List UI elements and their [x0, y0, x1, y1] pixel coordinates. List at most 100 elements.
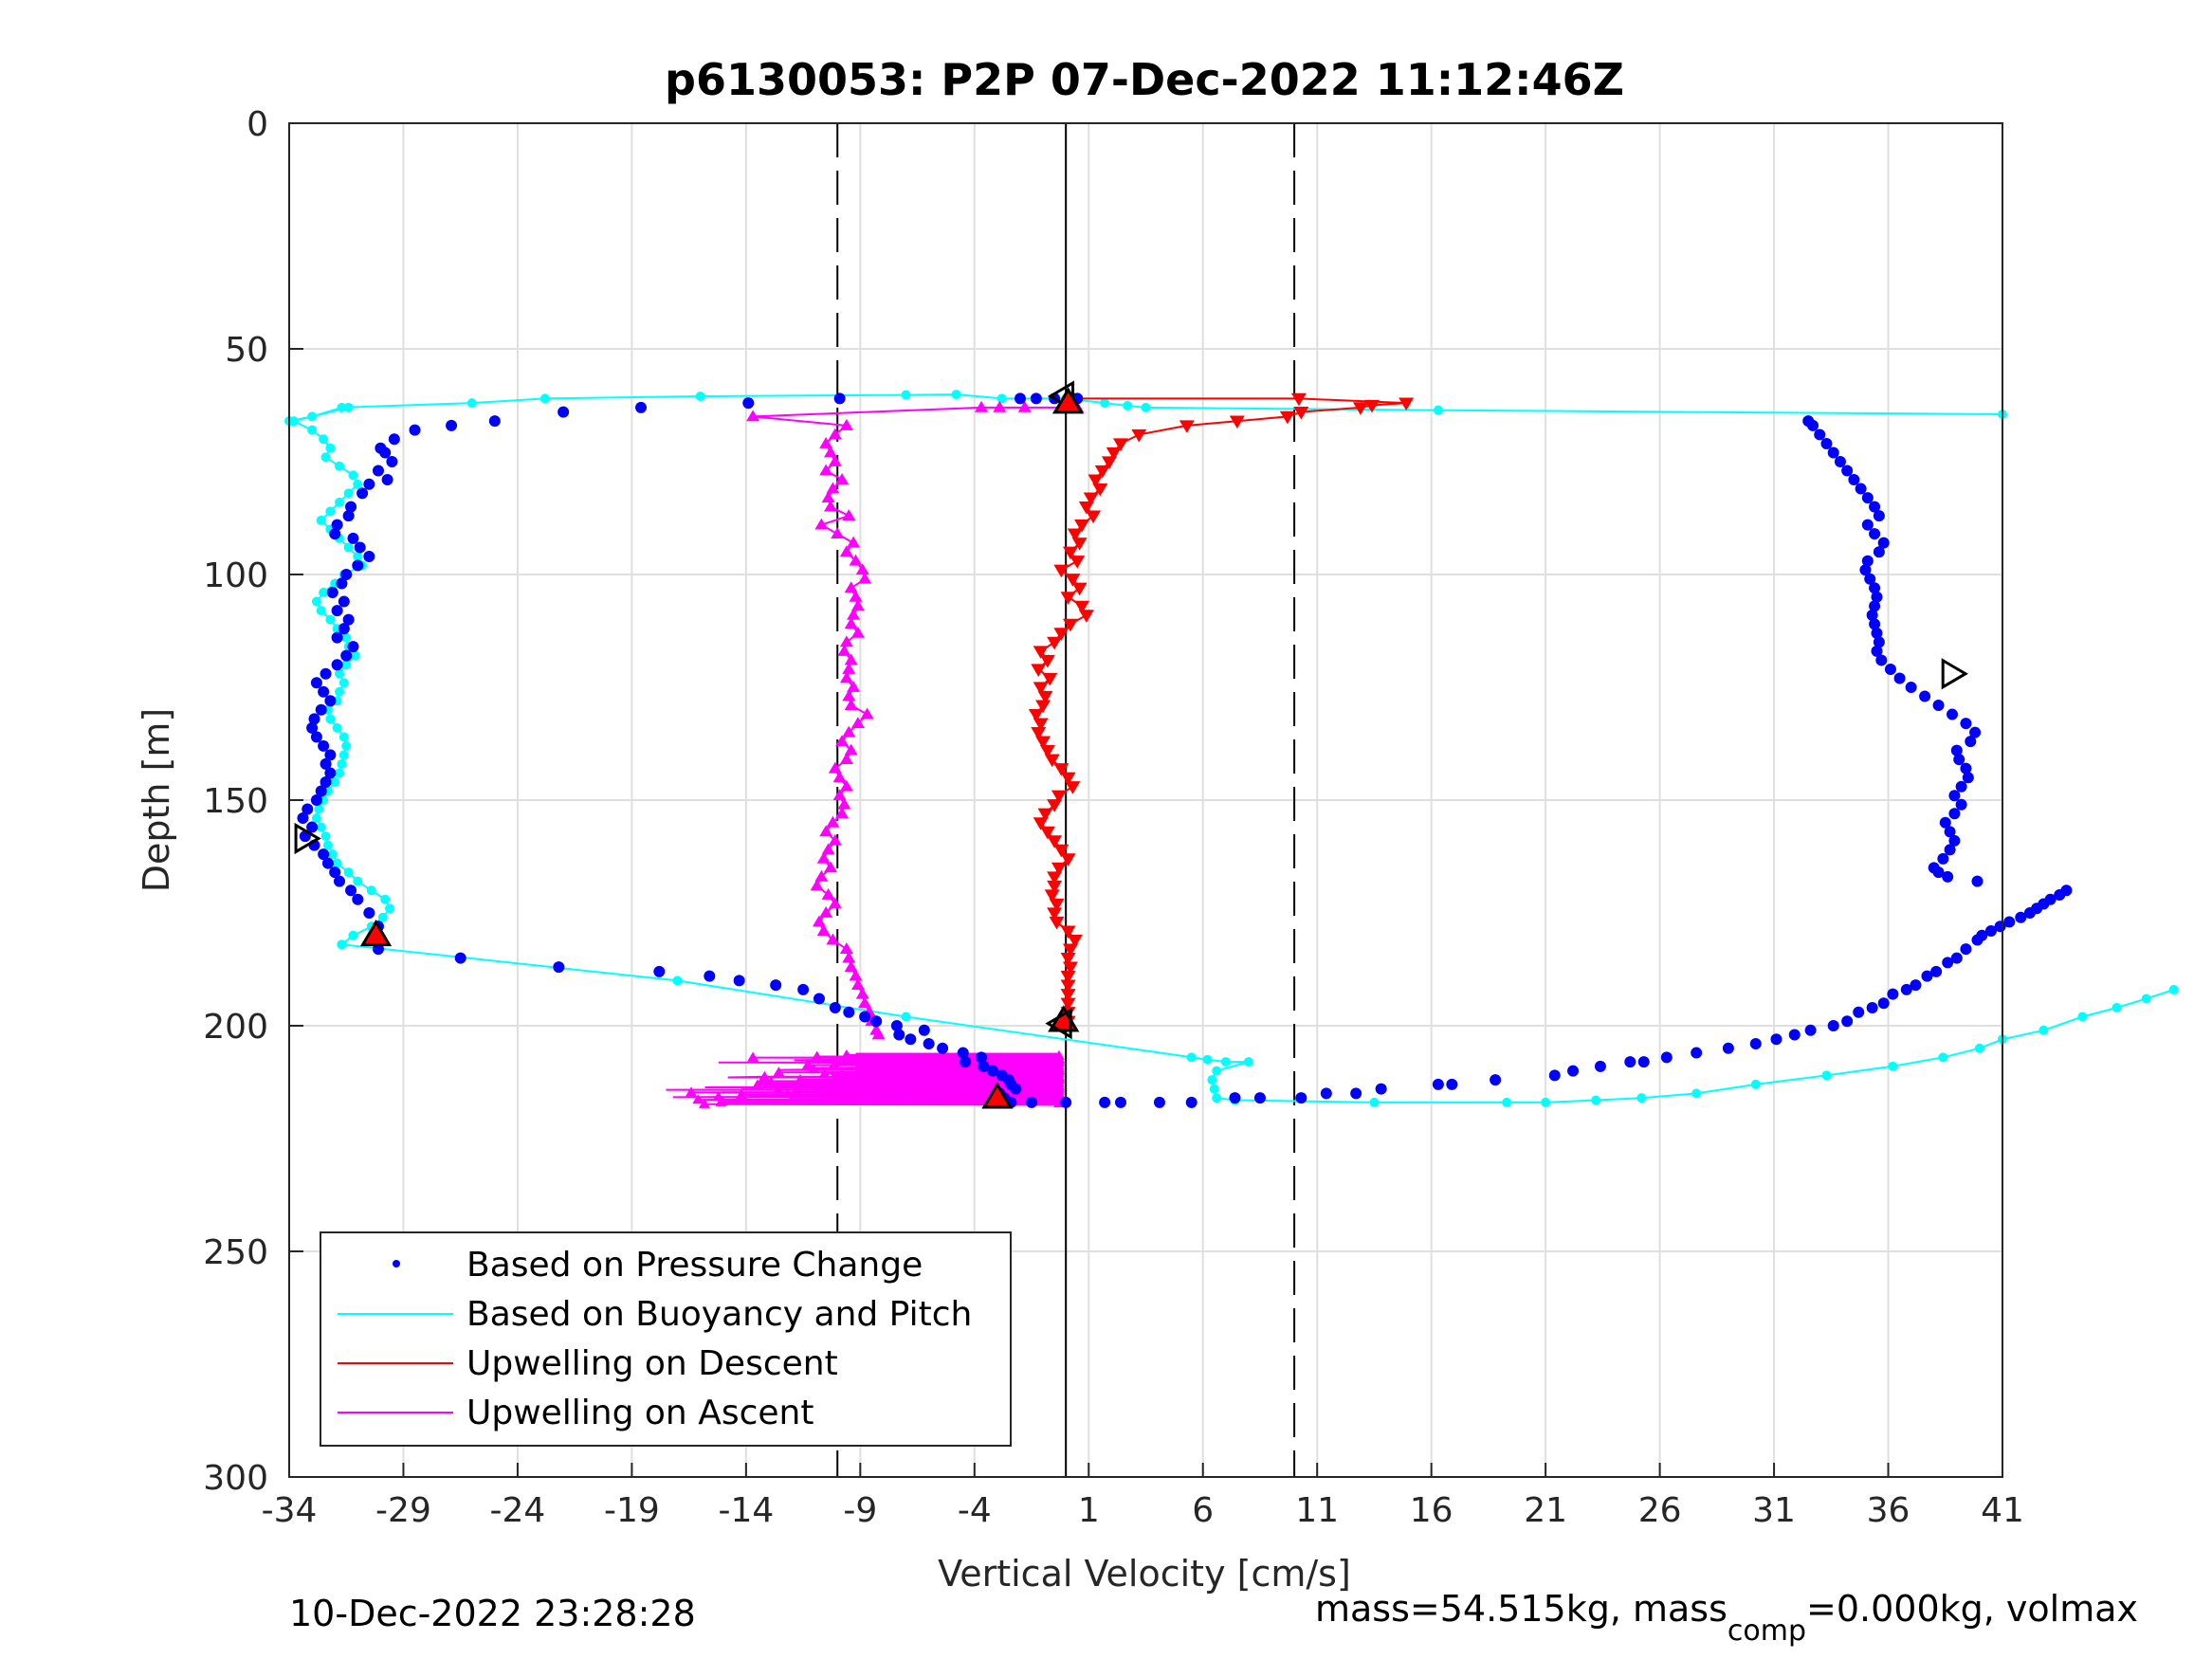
- pressure-point: [1944, 826, 1956, 838]
- x-ticks: -34 -29 -24 -19 -14 -9 -4 1 6 11 16 21 26 31 36 41: [262, 1463, 2024, 1530]
- pressure-point: [1375, 1083, 1387, 1095]
- pressure-point: [1567, 1065, 1580, 1077]
- ascent-point: [826, 815, 840, 828]
- buoyancy-point: [366, 885, 376, 896]
- ascent-cluster-point: [811, 1050, 823, 1061]
- pressure-point: [1594, 1060, 1606, 1072]
- descent-point: [1062, 961, 1078, 975]
- pressure-point: [1866, 1001, 1878, 1013]
- buoyancy-point: [327, 849, 338, 860]
- pressure-point: [905, 1033, 917, 1046]
- ascent-point: [850, 599, 865, 611]
- marker-triangle-right: [294, 822, 321, 855]
- pressure-point: [553, 961, 565, 974]
- ascent-point: [847, 536, 861, 548]
- ascent-point: [812, 915, 826, 927]
- pressure-point: [488, 415, 501, 428]
- ascent-cluster-point: [790, 1085, 802, 1096]
- descent-point: [1131, 428, 1147, 443]
- ascent-point: [826, 933, 840, 945]
- pressure-point: [297, 812, 309, 825]
- ascent-point: [819, 825, 833, 837]
- descent-point: [1094, 465, 1110, 479]
- buoyancy-point: [1821, 1070, 1832, 1081]
- pressure-point: [1955, 798, 1967, 811]
- ascent-point: [839, 753, 853, 765]
- descent-point: [1067, 934, 1083, 948]
- pressure-point: [1866, 609, 1878, 621]
- pressure-point: [1637, 1056, 1650, 1068]
- pressure-point: [1921, 970, 1933, 982]
- pressure-point: [1060, 1096, 1072, 1108]
- y-tick-label: 150: [203, 782, 268, 821]
- ascent-point: [824, 446, 838, 458]
- descent-point: [1047, 871, 1063, 884]
- buoyancy-point: [341, 660, 352, 670]
- pressure-point: [2044, 893, 2057, 905]
- pressure-point: [1893, 672, 1906, 684]
- pressure-point: [338, 595, 350, 608]
- pressure-point: [310, 794, 322, 806]
- descent-point: [1065, 781, 1081, 794]
- descent-point: [1039, 826, 1055, 840]
- pressure-point: [2015, 911, 2027, 923]
- pressure-point: [813, 993, 825, 1005]
- pressure-point: [329, 528, 341, 540]
- pressure-point: [1960, 762, 1972, 775]
- buoyancy-point: [337, 939, 347, 950]
- buoyancy-point: [311, 813, 321, 824]
- ascent-point: [819, 464, 833, 476]
- pressure-point: [331, 519, 343, 531]
- legend-box: [320, 1231, 1012, 1447]
- pressure-point: [308, 713, 320, 725]
- pressure-point: [1848, 474, 1860, 486]
- legend-item-descent: Upwelling on Descent: [338, 1344, 838, 1383]
- buoyancy-point: [343, 867, 354, 878]
- buoyancy-point: [320, 452, 331, 463]
- pressure-point: [321, 857, 334, 869]
- descent-point: [1060, 925, 1076, 939]
- ascent-point: [844, 617, 858, 629]
- ascent-point: [814, 518, 829, 530]
- buoyancy-point: [335, 497, 345, 507]
- pressure-point: [558, 406, 570, 418]
- buoyancy-point: [353, 876, 363, 886]
- ascent-point: [849, 554, 863, 566]
- pressure-point: [318, 739, 330, 752]
- descent-point: [1229, 415, 1245, 429]
- descent-point: [1047, 835, 1063, 848]
- pressure-point: [2060, 884, 2073, 897]
- buoyancy-point: [1369, 1097, 1380, 1107]
- y-tick-label: 100: [203, 556, 268, 595]
- descent-point: [1060, 989, 1076, 1002]
- ascent-point: [819, 436, 833, 448]
- pressure-point: [306, 821, 319, 833]
- ascent-point: [839, 942, 853, 954]
- x-tick-label: -34: [262, 1491, 318, 1530]
- buoyancy-point: [316, 515, 326, 525]
- pressure-point: [870, 1015, 883, 1028]
- legend: Based on Pressure Change Based on Buoyan…: [320, 1231, 1012, 1447]
- pressure-point: [1446, 1078, 1458, 1090]
- buoyancy-point: [311, 596, 321, 607]
- pressure-point: [770, 979, 782, 992]
- pressure-point: [987, 1065, 999, 1077]
- pressure-point: [1788, 1029, 1801, 1041]
- ascent-point: [821, 843, 835, 855]
- descent-point: [1062, 943, 1078, 957]
- pressure-point: [1010, 1083, 1022, 1095]
- pressure-point: [1884, 663, 1896, 675]
- pressure-point: [893, 1029, 905, 1041]
- pressure-point: [1905, 682, 1917, 693]
- pressure-point: [1930, 965, 1943, 977]
- pressure-point: [379, 447, 392, 459]
- buoyancy-point: [314, 804, 324, 814]
- buoyancy-point: [325, 506, 336, 517]
- x-tick-label: 41: [1981, 1491, 2024, 1530]
- descent-point: [1053, 763, 1069, 776]
- descent-point: [1398, 397, 1415, 411]
- ascent-cluster-point: [698, 1098, 710, 1108]
- ascent-cluster-point: [818, 1067, 831, 1078]
- pressure-point: [338, 623, 350, 635]
